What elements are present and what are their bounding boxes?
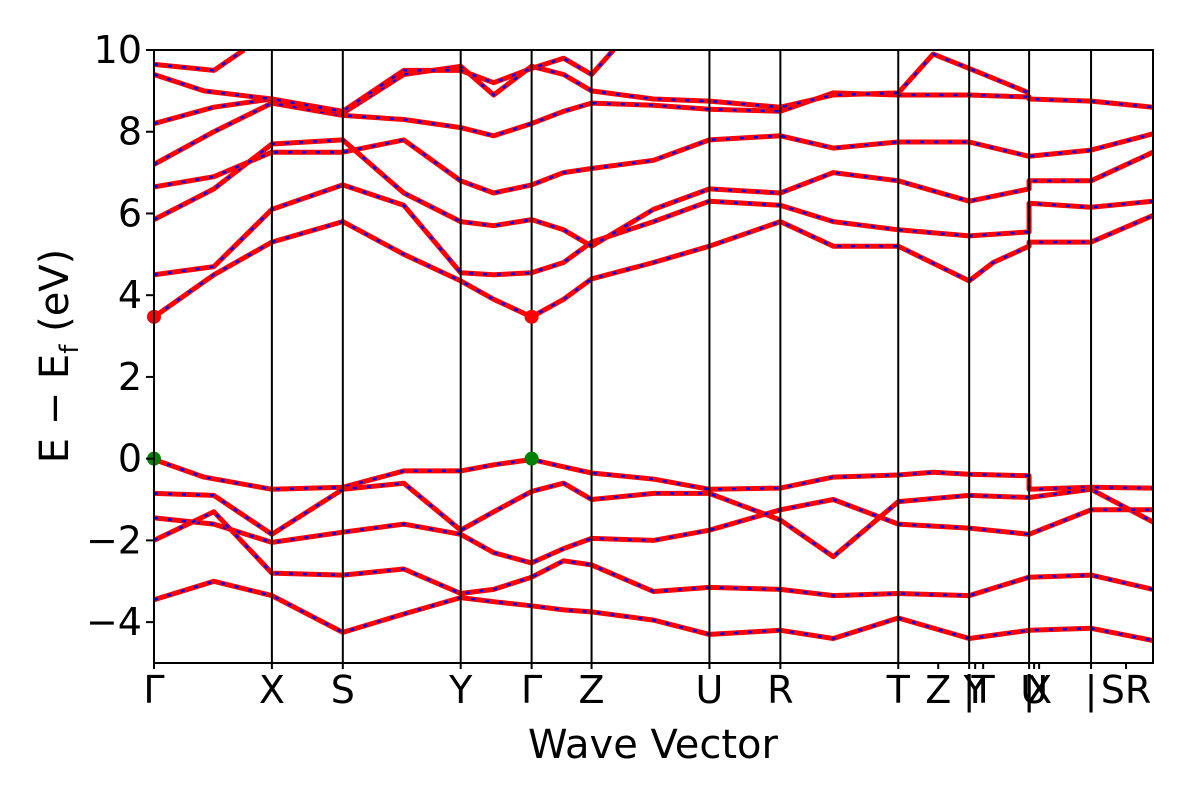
y-axis-title: E − Ef (eV) xyxy=(32,249,85,464)
band-line-13 xyxy=(154,50,616,114)
band-line-dash-8 xyxy=(154,138,1153,248)
xtick-label: R xyxy=(767,668,793,712)
xtick-label: Γ xyxy=(521,668,542,712)
x-axis-ticks: Γ X S Y Γ Z U R T Z |YT |UX | SR xyxy=(143,663,1151,713)
xtick-label: Z xyxy=(925,668,951,712)
xtick-label: Y xyxy=(448,668,473,712)
xtick-label: T xyxy=(886,668,911,712)
vbm-marker-1 xyxy=(524,451,539,466)
xtick-label: X xyxy=(1026,668,1052,712)
xtick-label: Z xyxy=(579,668,605,712)
band-line-dash-6 xyxy=(154,214,1153,319)
band-line-2 xyxy=(154,480,1153,560)
xtick-label: S xyxy=(331,668,355,712)
band-line-dash-7 xyxy=(154,183,1153,277)
xtick-label: T xyxy=(971,668,996,712)
ytick-label: 2 xyxy=(118,355,142,399)
xtick-label: | xyxy=(1085,668,1098,713)
xtick-label: X xyxy=(259,668,285,712)
band-line-6 xyxy=(154,213,1153,320)
xtick-label: | xyxy=(963,668,976,713)
y-axis-title-subscript: f xyxy=(55,344,85,354)
xtick-label: SR xyxy=(1101,668,1152,712)
xtick-label: U xyxy=(696,668,724,712)
ytick-label: 10 xyxy=(94,28,142,72)
ytick-label: 6 xyxy=(118,191,142,235)
band-lines xyxy=(154,50,1153,643)
y-axis-title-main: E − E xyxy=(32,354,78,464)
ytick-label: 4 xyxy=(118,273,142,317)
xtick-label: U xyxy=(1020,668,1048,712)
xtick-label: | xyxy=(1023,668,1036,713)
band-line-dash-10 xyxy=(154,91,1153,166)
x-axis-title: Wave Vector xyxy=(528,722,779,768)
cbm-marker-1 xyxy=(524,309,539,324)
y-axis-title-unit: (eV) xyxy=(32,249,78,345)
ytick-label: 0 xyxy=(118,437,142,481)
band-line-dash-1 xyxy=(154,458,1153,491)
band-line-4 xyxy=(154,509,1153,599)
ytick-label: −4 xyxy=(86,600,142,644)
band-line-1 xyxy=(154,457,1153,492)
band-line-dash-13 xyxy=(154,50,615,113)
band-line-dash-12 xyxy=(154,50,245,72)
plot-frame xyxy=(153,49,1154,664)
y-axis-ticks: −4 −2 0 2 4 6 8 10 xyxy=(86,28,154,644)
band-line-3 xyxy=(154,497,1153,566)
band-line-dash-11 xyxy=(154,52,1030,125)
ytick-label: −2 xyxy=(86,518,142,562)
xtick-label: Γ xyxy=(143,668,164,712)
band-line-12 xyxy=(154,50,246,73)
xtick-label: Y xyxy=(963,668,988,712)
ytick-label: 8 xyxy=(118,110,142,154)
